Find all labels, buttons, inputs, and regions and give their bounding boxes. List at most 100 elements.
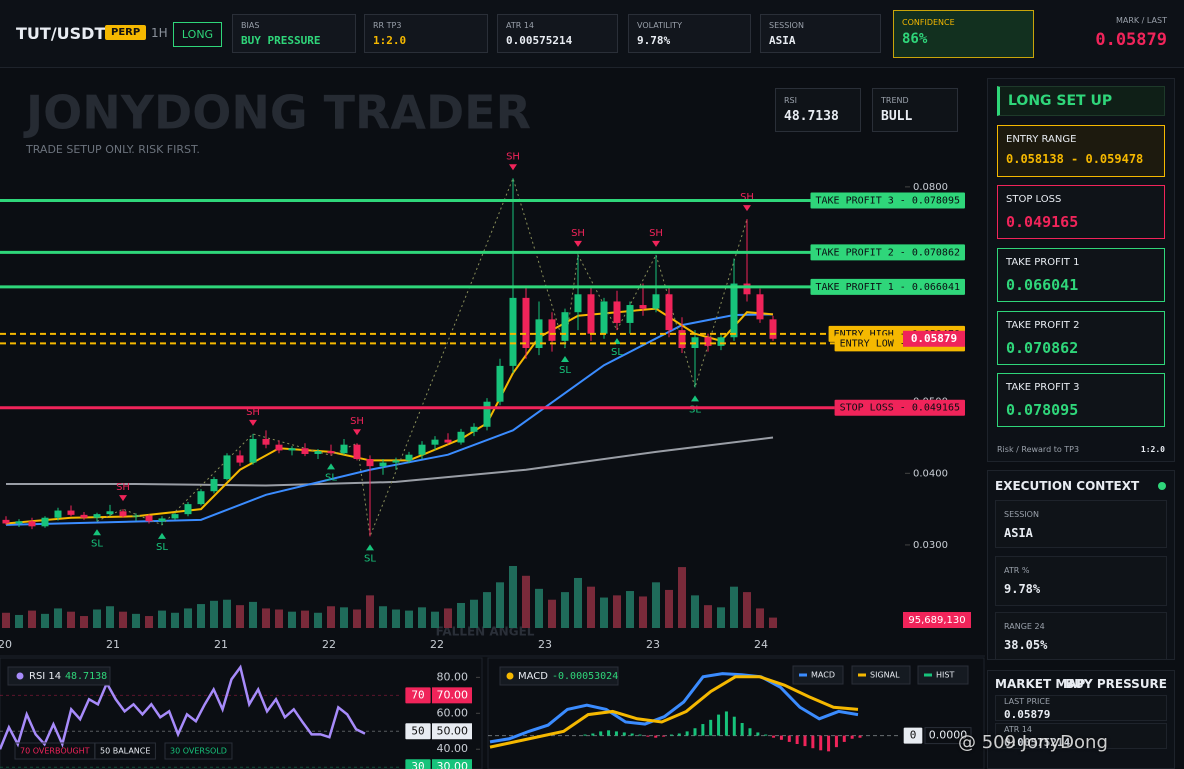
candle-body: [119, 511, 127, 517]
x-tick-label: 22: [322, 638, 336, 651]
macd-hist-bar: [614, 731, 618, 736]
volume-bar: [522, 575, 530, 628]
volume-bar: [15, 614, 23, 628]
execution-title: EXECUTION CONTEXT: [995, 479, 1140, 493]
level-label: ENTRY LOW - 0.058138: [840, 338, 960, 349]
rsi-level-label: 50: [411, 724, 424, 737]
volume-bar: [145, 616, 153, 628]
volume-bar: [613, 595, 621, 628]
macd-dot: [506, 672, 514, 680]
candle-body: [15, 521, 23, 524]
volume-bar: [236, 605, 244, 628]
candle-body: [223, 455, 231, 480]
macd-hist-bar: [827, 735, 831, 752]
macd-title: MACD: [518, 671, 548, 682]
rsi-line: [0, 664, 366, 750]
macd-hist-bar: [748, 728, 752, 736]
pivot-label: SL: [91, 538, 103, 549]
candle-body: [327, 451, 335, 454]
candle-body: [41, 517, 49, 527]
market-value: 0.05879: [1004, 708, 1051, 721]
pivot-label: SH: [350, 416, 364, 427]
x-tick-label: 24: [754, 638, 768, 651]
volume-bar: [587, 586, 595, 628]
y-tick-label: 0.0000: [929, 729, 968, 742]
macd-hist-bar: [803, 735, 807, 747]
volume-bar: [106, 606, 114, 628]
volume-bar: [678, 567, 686, 628]
macd-hist-bar: [811, 735, 815, 749]
candle-body: [613, 301, 621, 323]
volume-bar: [600, 597, 608, 628]
macd-legend: SIGNAL: [870, 671, 900, 680]
market-item: LAST PRICE 0.05879: [995, 695, 1167, 721]
candle-body: [522, 297, 530, 348]
volume-bar: [379, 606, 387, 628]
setup-item: STOP LOSS 0.049165: [997, 185, 1165, 239]
candle-body: [80, 514, 88, 518]
rsi-tick-box: [432, 723, 472, 740]
candle-body: [587, 294, 595, 334]
pivot-arrow: [743, 205, 751, 212]
y-tick-label: 0.0400: [913, 468, 948, 479]
pivot-arrow: [574, 240, 582, 247]
volume-bar: [210, 600, 218, 628]
rsi-level-label-box: [405, 759, 431, 769]
macd-hist-bar: [850, 735, 854, 739]
candle-body: [704, 337, 712, 346]
candle-body: [717, 337, 725, 346]
candle-body: [769, 319, 777, 339]
setup-value: 0.070862: [1006, 339, 1079, 357]
macd-hist-bar: [607, 730, 611, 736]
chart-canvas: JONYDONG TRADER TRADE SETUP ONLY. RISK FI…: [0, 68, 985, 769]
market-item: ATR 14 0.00575214: [995, 723, 1167, 749]
candle-body: [93, 514, 101, 518]
volume-bar: [756, 608, 764, 628]
volume-bar: [366, 595, 374, 628]
volume-bar: [535, 588, 543, 628]
candle-body: [535, 319, 543, 348]
zero-box-box: [903, 727, 923, 744]
macd-hist-bar: [630, 733, 634, 736]
pivot-arrow: [652, 240, 660, 247]
setup-item: TAKE PROFIT 2 0.070862: [997, 311, 1165, 365]
macd-hist-bar: [724, 711, 728, 736]
pivot-label: SH: [246, 407, 260, 418]
chart-bg: [0, 68, 985, 656]
x-tick-label: 20: [0, 638, 12, 651]
macd-hist-bar: [772, 735, 776, 738]
macd-legend-box: [917, 665, 969, 685]
volume-bar: [639, 596, 647, 628]
y-tick-label: 60.00: [437, 706, 469, 719]
rsi-legend: 70 OVERBOUGHT: [20, 747, 90, 756]
rsi-level-label: 30: [411, 760, 424, 769]
macd-hist-bar: [685, 731, 689, 736]
candle-body: [197, 491, 205, 505]
pivot-arrow: [158, 532, 166, 539]
candle-body: [28, 521, 36, 527]
volume-bar: [457, 602, 465, 628]
candle-body: [665, 294, 673, 331]
volume-bar: [327, 606, 335, 628]
moving-average: [6, 436, 774, 487]
level-label: TAKE PROFIT 2 - 0.070862: [816, 247, 961, 258]
rsi-level-label-box: [405, 687, 431, 704]
market-panel: [987, 670, 1175, 769]
candle-body: [366, 458, 374, 467]
setup-panel: [987, 78, 1175, 462]
candle-body: [756, 294, 764, 320]
rsi-level-label-box: [405, 723, 431, 740]
volume-bar: [80, 616, 88, 628]
mark-label: MARK / LAST: [1115, 16, 1167, 25]
setup-label: TAKE PROFIT 3: [1006, 382, 1080, 393]
macd-hist-bar: [779, 735, 783, 740]
volume-bar: [561, 592, 569, 628]
macd-hist-bar: [701, 724, 705, 736]
pivot-label: SH: [116, 482, 130, 493]
candle-body: [184, 504, 192, 515]
volume-bar: [301, 610, 309, 628]
macd-value: -0.00053024: [552, 671, 618, 682]
volume-bar: [28, 610, 36, 628]
volume-bar: [730, 586, 738, 628]
y-tick-label: 40.00: [437, 742, 469, 755]
